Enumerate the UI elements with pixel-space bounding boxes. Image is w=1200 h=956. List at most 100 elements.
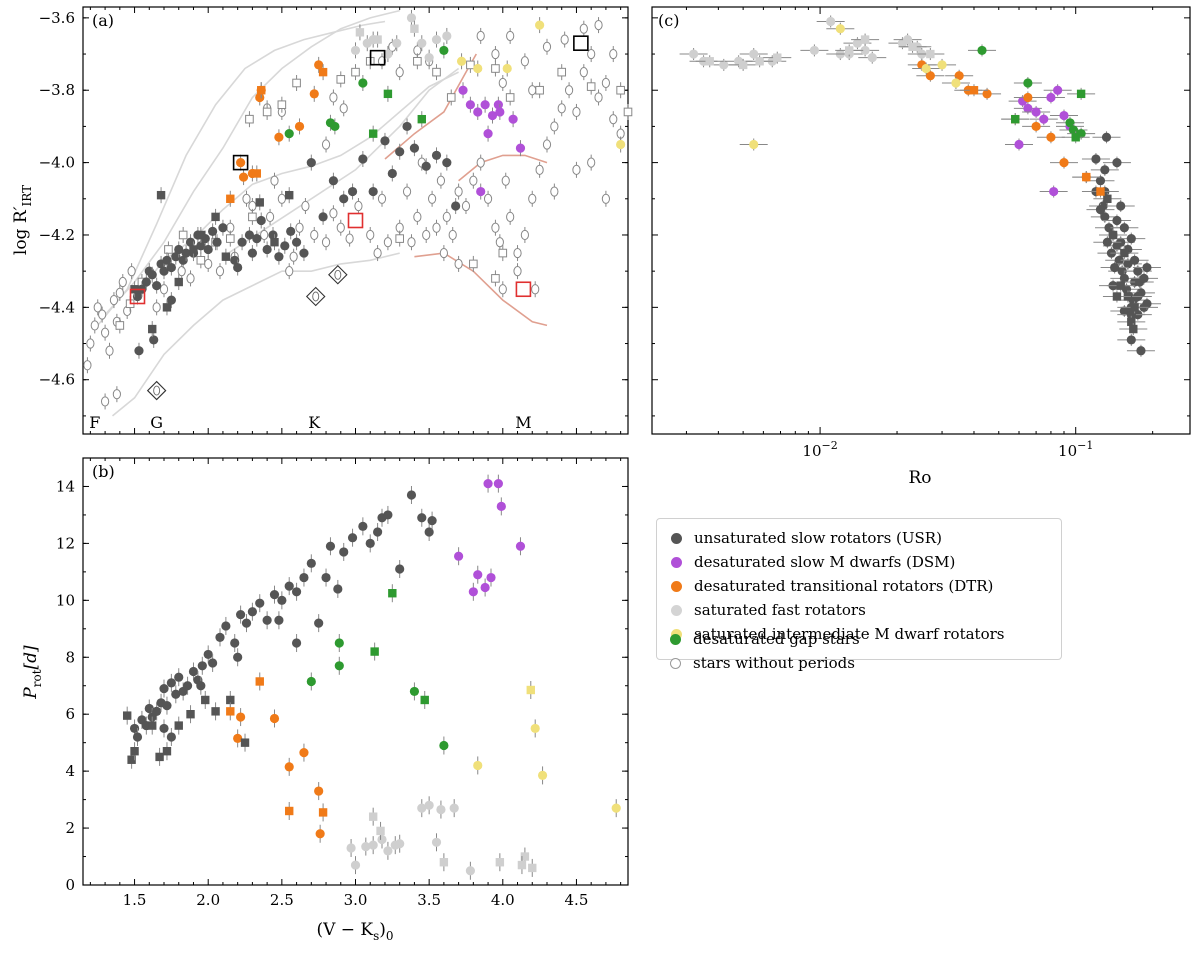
point-desaturated-slow-m-dwarfs-dsm bbox=[515, 537, 526, 556]
point-unsaturated-slow-rotators-usr-squares-mark bbox=[221, 252, 231, 261]
pa-ytick-label: −4.6 bbox=[39, 371, 75, 389]
point-desaturated-gap-stars bbox=[358, 74, 368, 91]
point-saturated-fast-rotators-squares bbox=[916, 48, 945, 61]
pa-ytick-label: −4.4 bbox=[39, 298, 75, 316]
point-desaturated-slow-m-dwarfs-dsm-mark bbox=[476, 186, 486, 197]
point-desaturated-slow-m-dwarfs-dsm bbox=[486, 568, 496, 587]
point-unsaturated-slow-rotators-usr-mark bbox=[280, 241, 290, 251]
point-diamond-stars-inner bbox=[334, 269, 342, 280]
point-unsaturated-slow-rotators-usr-mark bbox=[406, 490, 417, 500]
point-unsaturated-slow-rotators-usr-squares bbox=[162, 742, 172, 761]
point-unsaturated-slow-rotators-usr-squares bbox=[1106, 279, 1135, 292]
point-stars-without-periods bbox=[501, 172, 510, 189]
point-desaturated-slow-m-dwarfs-dsm-mark bbox=[1039, 114, 1049, 124]
point-unsaturated-slow-rotators-usr bbox=[277, 591, 287, 610]
point-diamond-stars bbox=[328, 265, 348, 285]
point-saturated-intermediate-m-dwarf-rotators bbox=[928, 58, 957, 71]
point-stars-without-periods-squares-mark bbox=[351, 67, 360, 77]
panel-a-curves bbox=[97, 9, 548, 417]
point-stars-without-periods-mark bbox=[520, 229, 529, 241]
point-desaturated-transitional-rotators-dtr-mark bbox=[233, 733, 243, 743]
point-saturated-fast-rotators-mark bbox=[350, 860, 361, 870]
point-unsaturated-slow-rotators-usr bbox=[395, 560, 405, 579]
pa-ytick-label: −4.0 bbox=[39, 154, 75, 172]
point-desaturated-transitional-rotators-dtr bbox=[299, 743, 309, 762]
point-saturated-fast-rotators-mark bbox=[867, 53, 877, 63]
point-stars-without-periods-squares-mark bbox=[469, 259, 478, 269]
point-unsaturated-slow-rotators-usr-mark bbox=[159, 683, 169, 694]
point-desaturated-slow-m-dwarfs-dsm bbox=[508, 111, 518, 128]
point-stars-without-periods-squares-mark bbox=[225, 234, 235, 243]
point-stars-without-periods bbox=[118, 274, 127, 291]
point-desaturated-gap-stars-squares bbox=[1067, 87, 1096, 100]
point-saturated-intermediate-m-dwarf-rotators-mark bbox=[749, 139, 759, 150]
point-unsaturated-slow-rotators-usr-squares-mark bbox=[211, 707, 220, 716]
point-desaturated-transitional-rotators-dtr-squares-mark bbox=[252, 169, 262, 178]
point-unsaturated-slow-rotators-usr bbox=[132, 727, 143, 746]
point-unsaturated-slow-rotators-usr bbox=[159, 263, 169, 280]
point-diamond-stars-mark bbox=[146, 380, 167, 401]
point-stars-without-periods bbox=[310, 226, 319, 243]
point-stars-without-periods-mark bbox=[366, 229, 375, 241]
point-desaturated-slow-m-dwarfs-dsm-mark bbox=[515, 143, 526, 153]
pc-xtick-label: 10−1 bbox=[1058, 439, 1093, 460]
point-unsaturated-slow-rotators-usr-mark bbox=[252, 233, 262, 244]
point-unsaturated-slow-rotators-usr bbox=[1129, 272, 1158, 285]
point-stars-without-periods-mark bbox=[270, 175, 279, 186]
point-unsaturated-slow-rotators-usr bbox=[280, 237, 290, 254]
point-saturated-fast-rotators-squares-mark bbox=[860, 35, 870, 44]
point-stars-without-periods bbox=[531, 281, 540, 298]
point-stars-without-periods-mark bbox=[100, 396, 110, 407]
point-unsaturated-slow-rotators-usr-squares-mark bbox=[201, 695, 210, 705]
point-unsaturated-slow-rotators-usr-mark bbox=[299, 248, 309, 258]
point-stars-without-periods-mark bbox=[587, 157, 596, 168]
legend-label-dsm: desaturated slow M dwarfs (DSM) bbox=[694, 553, 956, 571]
point-desaturated-transitional-rotators-dtr-mark bbox=[299, 748, 309, 758]
point-desaturated-gap-stars-mark bbox=[1065, 118, 1075, 128]
point-unsaturated-slow-rotators-usr-squares bbox=[162, 299, 172, 316]
point-desaturated-slow-m-dwarfs-dsm-mark bbox=[1023, 103, 1033, 113]
point-stars-without-periods-mark bbox=[491, 222, 500, 233]
point-unsaturated-slow-rotators-usr bbox=[247, 245, 257, 262]
point-saturated-intermediate-m-dwarf-rotators bbox=[473, 756, 483, 775]
point-desaturated-transitional-rotators-dtr-mark bbox=[925, 71, 935, 81]
point-desaturated-gap-stars-squares-mark bbox=[370, 647, 379, 656]
point-desaturated-gap-stars-mark bbox=[330, 121, 340, 132]
point-unsaturated-slow-rotators-usr-mark bbox=[144, 703, 154, 714]
point-desaturated-slow-m-dwarfs-dsm-mark bbox=[473, 107, 483, 117]
point-unsaturated-slow-rotators-usr-mark bbox=[365, 538, 375, 549]
point-desaturated-gap-stars-squares-mark bbox=[417, 114, 426, 124]
point-stars-without-periods-squares bbox=[535, 82, 544, 99]
point-desaturated-gap-stars bbox=[284, 125, 294, 142]
point-saturated-fast-rotators-squares-mark bbox=[495, 858, 505, 867]
legend-label-dtr: desaturated transitional rotators (DTR) bbox=[694, 577, 994, 595]
point-desaturated-transitional-rotators-dtr-squares-mark bbox=[318, 67, 328, 77]
curve-m-dwarf-lower-red bbox=[414, 252, 548, 327]
point-unsaturated-slow-rotators-usr-mark bbox=[417, 513, 427, 523]
point-stars-without-periods-squares-mark bbox=[616, 85, 625, 95]
point-stars-without-periods-mark bbox=[498, 284, 507, 295]
point-stars-without-periods-squares bbox=[469, 255, 478, 272]
point-unsaturated-slow-rotators-usr-squares bbox=[1102, 290, 1131, 303]
point-unsaturated-slow-rotators-usr-mark bbox=[291, 237, 302, 247]
point-saturated-fast-rotators-mark bbox=[852, 38, 863, 48]
point-stars-without-periods bbox=[520, 53, 529, 70]
point-stars-without-periods bbox=[542, 38, 552, 55]
legend-marker-saturated-fast bbox=[671, 604, 682, 616]
point-unsaturated-slow-rotators-usr-squares bbox=[174, 274, 183, 291]
point-stars-without-periods-mark bbox=[329, 92, 338, 103]
point-stars-without-periods-mark bbox=[321, 139, 331, 150]
point-saturated-fast-rotators-squares-mark bbox=[738, 60, 748, 70]
legend-marker-no-period bbox=[670, 657, 681, 669]
point-stars-without-periods-mark bbox=[98, 309, 107, 320]
point-stars-without-periods-squares-mark bbox=[277, 100, 287, 110]
point-desaturated-slow-m-dwarfs-dsm bbox=[476, 183, 486, 200]
point-desaturated-transitional-rotators-dtr-squares-mark bbox=[255, 677, 264, 686]
point-desaturated-gap-stars-squares bbox=[417, 111, 426, 128]
point-saturated-fast-rotators-squares bbox=[373, 31, 382, 48]
point-desaturated-slow-m-dwarfs-dsm-mark bbox=[493, 100, 503, 110]
point-desaturated-transitional-rotators-dtr-squares-mark bbox=[1096, 187, 1105, 196]
point-unsaturated-slow-rotators-usr-mark bbox=[306, 158, 316, 168]
panel-c-letter: (c) bbox=[658, 11, 679, 30]
point-stars-without-periods bbox=[354, 198, 363, 215]
